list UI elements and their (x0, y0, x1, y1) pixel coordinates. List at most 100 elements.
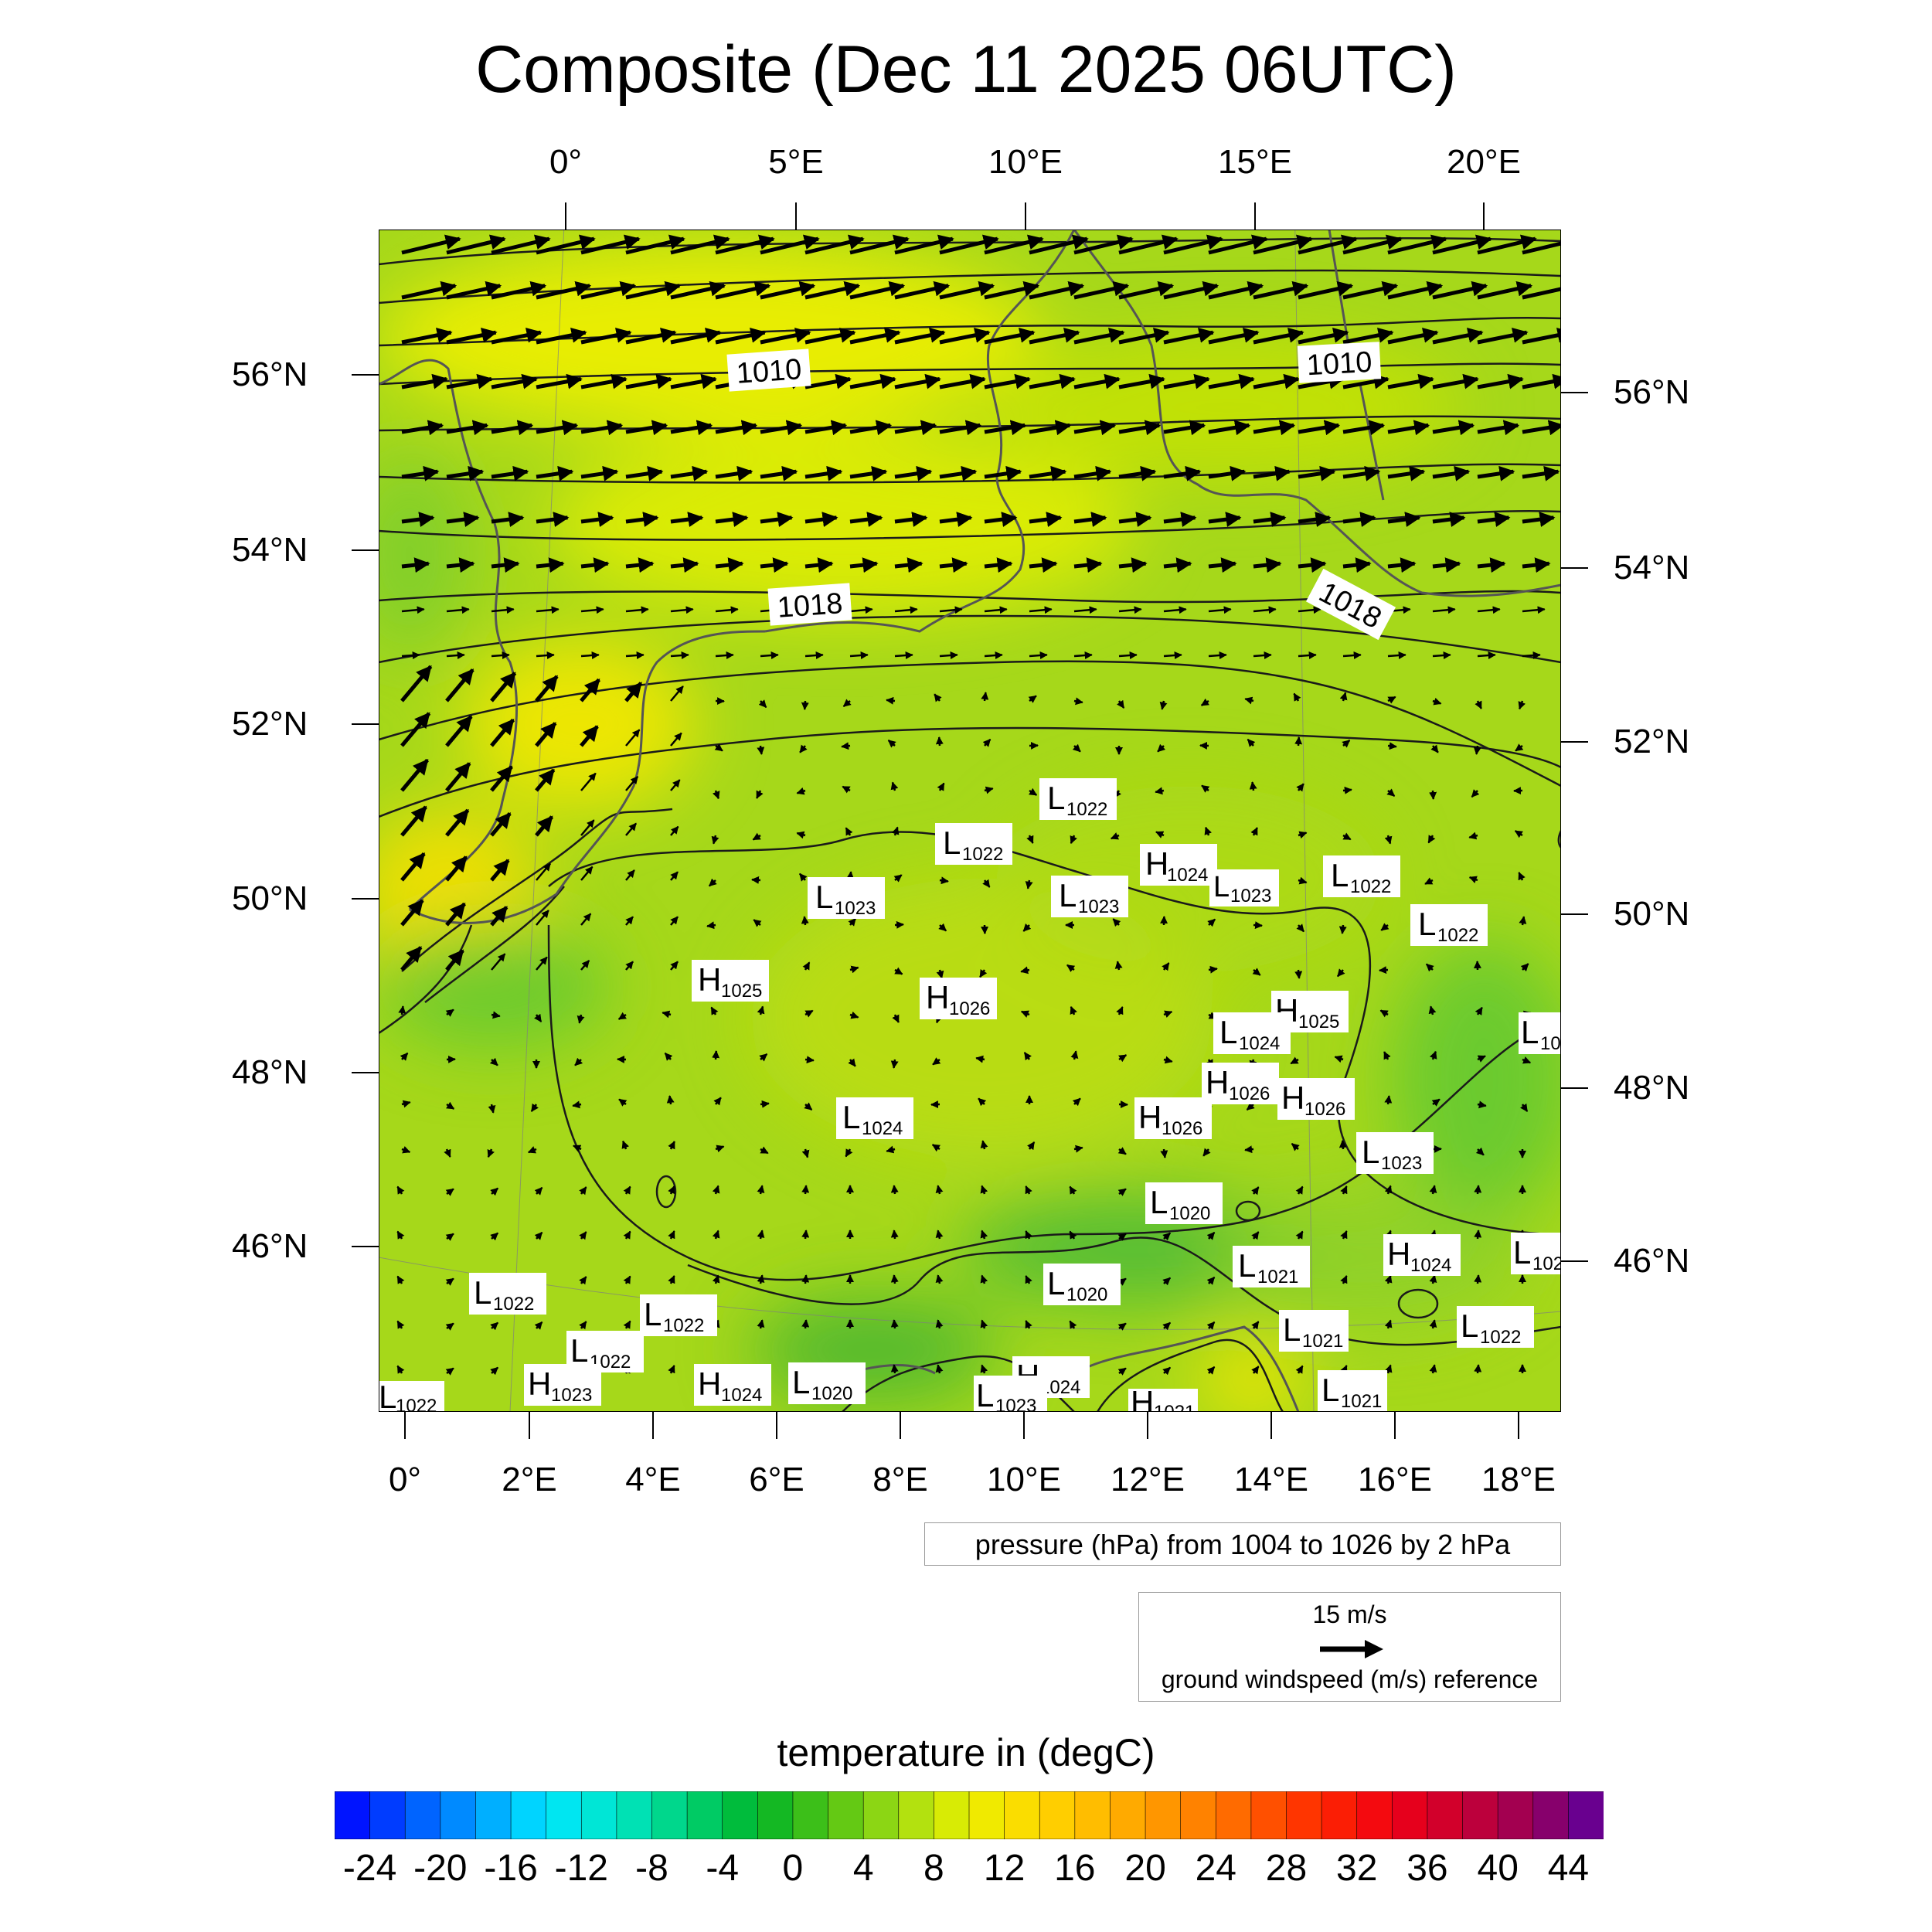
wind-arrow (491, 1011, 501, 1019)
wind-arrow (1387, 234, 1447, 255)
svg-text:L: L (815, 879, 833, 915)
colorbar-tick-label: -4 (706, 1848, 740, 1889)
wind-arrow (804, 1009, 814, 1018)
svg-text:H: H (1387, 1236, 1410, 1272)
wind-arrow (1298, 281, 1354, 300)
wind-arrow (670, 606, 694, 614)
wind-arrow (938, 923, 947, 932)
wind-arrow (491, 234, 551, 255)
wind-arrow (401, 1145, 411, 1154)
wind-arrow (668, 1230, 675, 1240)
colorbar-swatch (898, 1791, 935, 1839)
svg-text:1010: 1010 (736, 353, 803, 390)
pressure-center-label: L 1023 (1356, 1132, 1434, 1174)
bottom-lon-label: 16°E (1358, 1461, 1432, 1498)
wind-arrow (711, 835, 719, 845)
wind-arrow (760, 420, 803, 436)
wind-arrow (534, 1231, 543, 1240)
wind-arrow (894, 327, 946, 345)
wind-arrow (804, 512, 838, 528)
wind-arrow (446, 606, 470, 614)
colorbar-swatch (546, 1791, 583, 1839)
wind-arrow (1429, 790, 1437, 800)
wind-arrow (580, 678, 601, 702)
wind-arrow (446, 465, 485, 481)
wind-arrow (1432, 697, 1442, 706)
wind-arrow (535, 815, 554, 837)
wind-arrow (1253, 420, 1296, 436)
wind-arrow (401, 281, 457, 300)
wind-arrow (984, 373, 1031, 389)
wind-arrow (1522, 281, 1561, 300)
wind-arrow (894, 512, 928, 528)
wind-arrow (1163, 327, 1215, 345)
wind-arrow (982, 879, 991, 888)
wind-arrow (975, 1055, 985, 1063)
svg-text:1018: 1018 (777, 587, 844, 624)
svg-text:L: L (1321, 1372, 1339, 1408)
graticule (379, 230, 1561, 1412)
wind-arrow (491, 651, 510, 660)
wind-arrow (670, 557, 699, 573)
wind-arrow (400, 712, 431, 747)
wind-arrow (894, 281, 951, 300)
wind-arrow (1294, 736, 1303, 747)
wind-arrow (444, 1148, 451, 1158)
svg-text:1020: 1020 (1066, 1284, 1107, 1305)
wind-arrow (894, 465, 933, 481)
wind-arrow (490, 1366, 499, 1376)
wind-arrow (1251, 1186, 1260, 1196)
wind-arrow (1025, 1230, 1032, 1240)
svg-text:1021: 1021 (1257, 1267, 1298, 1287)
colorbar-swatch (1145, 1791, 1182, 1839)
svg-text:H: H (528, 1366, 551, 1402)
svg-text:L: L (1047, 1265, 1065, 1301)
svg-text:L: L (474, 1274, 492, 1311)
wind-arrow (670, 234, 730, 255)
wind-arrow (801, 916, 809, 926)
wind-arrow (1208, 420, 1251, 436)
wind-arrow (1342, 512, 1376, 528)
svg-text:L: L (1059, 877, 1077, 913)
wind-arrow (1162, 1277, 1172, 1286)
wind-arrow (756, 790, 764, 799)
wind-arrow (580, 819, 595, 836)
wind-arrow (1295, 1230, 1304, 1240)
wind-arrow (536, 910, 549, 926)
wind-arrow (1163, 465, 1202, 481)
wind-arrow (625, 465, 664, 481)
colorbar-swatch (1568, 1791, 1604, 1839)
colorbar-swatch (440, 1791, 477, 1839)
wind-arrow (1026, 835, 1034, 844)
wind-arrow (1342, 327, 1394, 345)
wind-arrow (536, 512, 570, 528)
svg-text:1024: 1024 (721, 1385, 762, 1406)
wind-arrow (536, 465, 574, 481)
wind-arrow (848, 917, 857, 927)
pressure-center-label: L 102 (1511, 1233, 1561, 1274)
wind-arrow (1518, 700, 1526, 710)
colorbar-tick-label: -24 (342, 1848, 397, 1889)
wind-arrow (935, 1185, 944, 1195)
pressure-center-label: H 1026 (920, 978, 997, 1019)
wind-arrow (1208, 606, 1232, 614)
wind-arrow (1342, 832, 1352, 841)
svg-text:H: H (1131, 1384, 1154, 1412)
wind-arrow (1206, 1276, 1216, 1285)
wind-arrow (1070, 1005, 1077, 1015)
wind-arrow (1387, 327, 1439, 345)
wind-arrow (1428, 1005, 1437, 1015)
wind-arrow (1027, 1141, 1036, 1151)
wind-arrow (670, 327, 722, 345)
wind-arrow (939, 606, 963, 614)
wind-arrow (715, 465, 753, 481)
wind-arrow (1206, 1231, 1216, 1240)
bottom-lon-label: 2°E (502, 1461, 557, 1498)
wind-arrow (939, 373, 986, 389)
wind-arrow (536, 327, 587, 345)
wind-arrow (804, 327, 856, 345)
wind-reference-label: ground windspeed (m/s) reference (1161, 1665, 1539, 1693)
colorbar-swatch (968, 1791, 1005, 1839)
